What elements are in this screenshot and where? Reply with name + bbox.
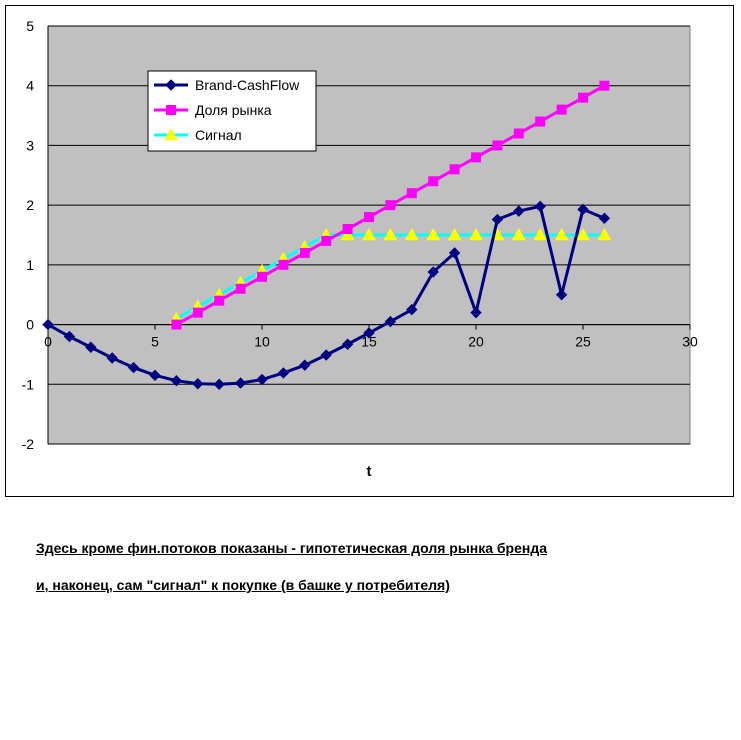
series-1-point	[106, 352, 118, 364]
series-2-point	[278, 259, 289, 270]
x-tick-label: 30	[682, 334, 698, 350]
series-1-point	[213, 378, 225, 390]
series-1-point	[234, 377, 247, 389]
series-2-point	[556, 104, 567, 115]
series-3-point	[362, 228, 376, 241]
legend: Brand-CashFlow Доля рынка Сигнал	[147, 70, 317, 152]
series-3-point	[576, 228, 590, 241]
series-1-point	[320, 349, 332, 361]
series-2-point	[449, 164, 460, 175]
series-2-point	[492, 140, 503, 151]
series-3-point	[554, 228, 569, 241]
y-tick-label: 0	[26, 317, 34, 333]
x-axis-title: t	[367, 463, 372, 480]
series-2-point	[321, 235, 332, 246]
series-1-point	[192, 377, 204, 390]
x-tick-label: 20	[468, 334, 484, 350]
series-3-point	[426, 228, 441, 241]
caption-line-2: и, наконец, сам "сигнал" к покупке (в ба…	[36, 577, 450, 593]
series-3-point	[597, 228, 612, 241]
series-2-point	[599, 80, 610, 91]
series-1-point	[598, 212, 611, 224]
legend-marker-3	[164, 128, 178, 141]
y-tick-label: 4	[26, 78, 34, 94]
series-1-point	[470, 306, 482, 319]
y-tick-label: 5	[26, 18, 34, 34]
series-3-point	[511, 228, 526, 241]
series-1-point	[491, 213, 504, 226]
y-tick-label: 3	[26, 137, 34, 153]
series-1-point	[406, 303, 418, 316]
series-1-point	[63, 330, 76, 343]
series-2-point	[171, 319, 182, 330]
series-2-point	[406, 188, 417, 199]
legend-label-1: Brand-CashFlow	[195, 77, 300, 93]
series-3-point	[447, 228, 462, 241]
series-1-point	[42, 318, 54, 331]
y-tick-label: -2	[22, 436, 35, 452]
legend-marker-2	[166, 105, 176, 115]
x-tick-label: 5	[151, 334, 159, 350]
x-tick-label: 10	[254, 334, 270, 350]
caption-line-1: Здесь кроме фин.потоков показаны - гипот…	[36, 540, 548, 556]
series-3-point	[383, 228, 398, 241]
legend-label-2: Доля рынка	[195, 102, 272, 118]
series-2-point	[535, 116, 546, 127]
series-1-point	[577, 203, 589, 216]
series-3-point	[533, 228, 548, 241]
series-3-point	[404, 228, 419, 241]
series-1-point	[256, 373, 268, 386]
series-3-point	[469, 228, 483, 241]
series-2-point	[428, 176, 439, 187]
y-tick-label: 1	[26, 257, 34, 273]
series-2-point	[299, 247, 310, 258]
series-2-point	[235, 283, 246, 294]
series-1-point	[277, 367, 290, 379]
series-1-point	[341, 338, 354, 350]
series-2-point	[513, 128, 524, 139]
series-2-point	[342, 224, 353, 235]
series-3-point	[340, 228, 355, 241]
y-tick-label: -1	[22, 376, 35, 392]
series-1-point	[513, 205, 525, 217]
series-2-point	[385, 200, 396, 211]
line-chart: -2-1012345051015202530t Brand-CashFlowДо…	[22, 18, 698, 480]
y-tick-label: 2	[26, 197, 34, 213]
x-tick-label: 15	[361, 334, 377, 350]
series-2-point	[364, 212, 374, 223]
series-2-point	[257, 271, 267, 282]
series-1-point	[299, 359, 311, 371]
series-1-point	[170, 374, 183, 387]
series-1-point	[427, 266, 439, 278]
x-tick-label: 25	[575, 334, 591, 350]
series-1-point	[363, 327, 375, 339]
series-2-point	[471, 152, 481, 163]
series-1-point	[448, 247, 461, 259]
chart-frame: -2-1012345051015202530t Brand-CashFlowДо…	[5, 5, 734, 497]
series-1-point	[127, 361, 140, 374]
series-1-point	[384, 315, 397, 328]
series-2-point	[578, 92, 588, 103]
series-1-point	[555, 289, 568, 301]
series-1-point	[149, 369, 161, 382]
series-2-point	[192, 307, 203, 318]
series-1-point	[534, 200, 546, 213]
legend-marker-1	[165, 79, 177, 91]
legend-label-3: Сигнал	[195, 127, 242, 143]
series-2-point	[214, 295, 225, 306]
series-1-point	[85, 341, 97, 353]
